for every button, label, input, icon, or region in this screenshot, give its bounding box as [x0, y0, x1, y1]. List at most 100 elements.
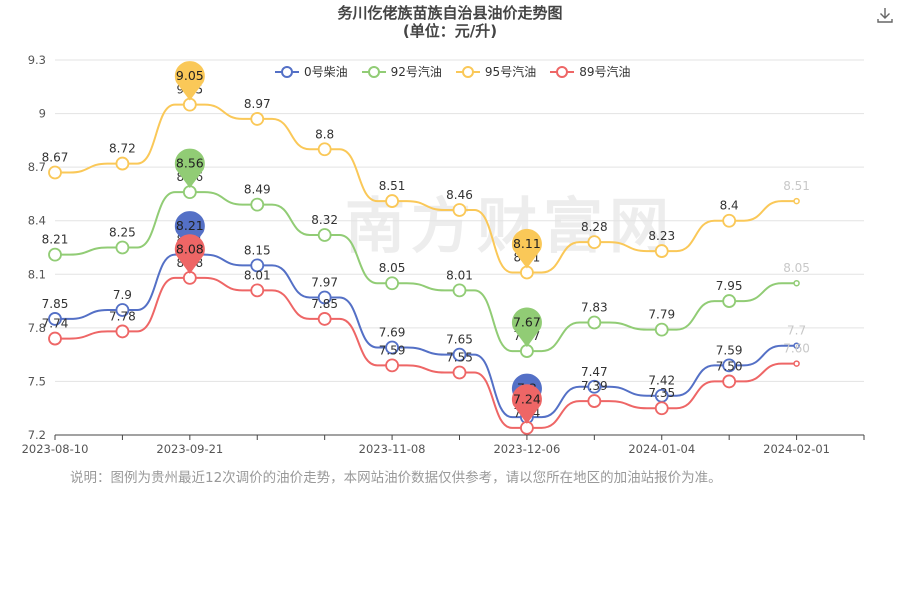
data-point — [793, 360, 800, 367]
legend-label: 0号柴油 — [304, 65, 348, 79]
data-label: 7.97 — [311, 276, 338, 290]
data-point — [385, 358, 399, 373]
pin-label: 8.56 — [176, 156, 204, 171]
legend: 0号柴油 92号汽油 95号汽油 89号汽油 — [275, 63, 630, 80]
data-label: 7.95 — [716, 279, 743, 293]
download-icon[interactable] — [876, 6, 894, 24]
legend-item[interactable]: 89号汽油 — [550, 63, 630, 80]
data-label: 8.46 — [446, 188, 473, 202]
data-point — [48, 331, 62, 346]
pin-label: 7.67 — [513, 315, 541, 330]
legend-item[interactable]: 95号汽油 — [455, 63, 537, 80]
data-label: 8.01 — [244, 268, 271, 282]
data-point — [250, 258, 265, 273]
data-point — [793, 197, 800, 205]
pin-label: 8.21 — [176, 218, 204, 233]
data-label: 8.28 — [581, 220, 608, 234]
data-point — [587, 235, 602, 250]
data-point — [722, 213, 737, 228]
data-label: 8.72 — [109, 142, 136, 156]
data-label: 7.59 — [379, 343, 406, 357]
data-point — [317, 312, 332, 326]
data-label: 8.32 — [311, 213, 338, 227]
data-label: 8.15 — [244, 243, 271, 257]
legend-swatch — [275, 65, 299, 78]
x-tick-label: 2023-12-06 — [493, 442, 560, 456]
data-point — [250, 197, 265, 212]
data-point — [452, 283, 467, 298]
y-tick-label: 7.8 — [28, 321, 46, 335]
data-label: 8.8 — [315, 127, 334, 141]
data-point — [452, 365, 467, 380]
legend-label: 95号汽油 — [484, 65, 537, 79]
pin-label: 8.08 — [176, 241, 204, 256]
data-point — [317, 290, 332, 305]
data-point — [48, 165, 62, 180]
y-tick-label: 8.4 — [28, 214, 46, 228]
legend-item[interactable]: 0号柴油 — [275, 63, 348, 80]
data-label: 7.47 — [581, 365, 608, 379]
data-point — [250, 112, 265, 126]
data-point — [654, 322, 669, 337]
data-label: 7.59 — [716, 343, 743, 357]
data-point — [385, 340, 399, 355]
data-point — [587, 315, 602, 330]
data-label: 7.35 — [648, 386, 675, 400]
data-point — [722, 358, 737, 373]
y-tick-label: 9.3 — [28, 53, 46, 67]
data-point — [48, 247, 62, 262]
chart-note: 说明：图例为贵州最近12次调价的油价走势，本网站油价数据仅供参考，请以您所在地区… — [70, 470, 722, 486]
legend-swatch — [550, 65, 575, 78]
series-line — [55, 276, 797, 429]
y-tick-label: 7.5 — [28, 374, 46, 388]
series-line — [55, 191, 797, 353]
data-label: 7.78 — [109, 309, 136, 323]
data-point — [115, 156, 130, 171]
data-label: 7.85 — [42, 297, 69, 311]
data-point — [115, 240, 130, 255]
x-tick-label: 2023-08-10 — [22, 442, 89, 456]
pin-label: 8.11 — [513, 236, 541, 251]
data-label: 7.85 — [311, 297, 338, 311]
data-label: 7.69 — [379, 326, 406, 340]
legend-label: 92号汽油 — [390, 65, 442, 79]
data-point — [48, 312, 62, 326]
data-point — [385, 276, 399, 291]
data-label: 7.65 — [446, 333, 473, 347]
data-point — [115, 324, 130, 339]
x-tick-label: 2023-09-21 — [156, 442, 223, 456]
series-line — [55, 103, 797, 274]
data-label: 8.4 — [720, 199, 739, 213]
chart-title: 务川仡佬族苗族自治县油价走势图 — [337, 4, 563, 22]
pin-marker — [174, 61, 205, 101]
pin-marker — [511, 384, 542, 424]
data-label: 7.79 — [648, 308, 675, 322]
data-point — [317, 228, 332, 242]
x-tick-label: 2023-11-08 — [359, 442, 426, 456]
data-label: 8.51 — [783, 179, 810, 193]
data-label: 8.67 — [42, 151, 69, 165]
series-line — [55, 253, 797, 419]
data-point — [654, 244, 669, 258]
data-point — [793, 279, 800, 287]
data-label: 7.74 — [42, 317, 69, 331]
data-point — [587, 394, 602, 408]
legend-swatch — [361, 65, 386, 78]
data-label: 7.60 — [783, 342, 810, 356]
data-point — [654, 401, 669, 416]
pin-label: 9.05 — [176, 68, 204, 83]
data-point — [317, 142, 332, 157]
y-tick-label: 9 — [39, 107, 46, 121]
y-tick-label: 7.2 — [28, 428, 46, 442]
data-label: 8.05 — [783, 261, 810, 275]
data-point — [115, 303, 130, 317]
pin-label: 7.24 — [513, 391, 541, 406]
data-label: 7.7 — [787, 324, 806, 338]
pin-marker — [511, 228, 542, 269]
y-tick-label: 8.7 — [28, 160, 46, 174]
legend-item[interactable]: 92号汽油 — [361, 63, 442, 80]
data-point — [385, 194, 399, 208]
data-label: 8.01 — [446, 268, 473, 282]
data-label: 7.42 — [648, 374, 675, 388]
